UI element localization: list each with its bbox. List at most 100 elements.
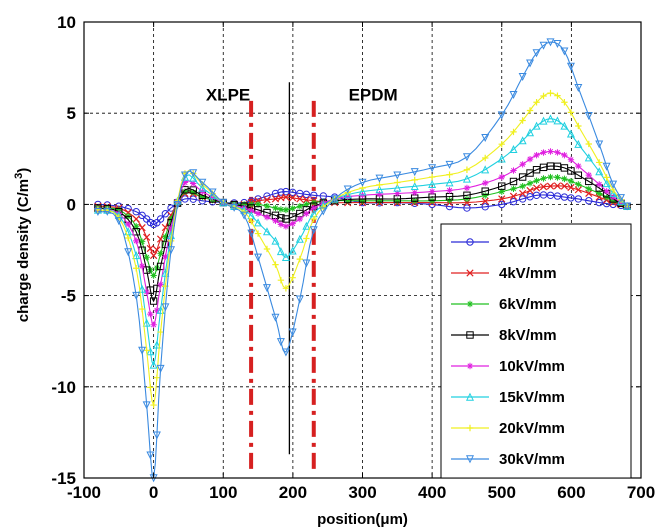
- data-point: [310, 215, 317, 223]
- series-line: [97, 118, 628, 367]
- data-point: [152, 340, 161, 349]
- data-point: [277, 277, 285, 284]
- data-point: [532, 184, 541, 192]
- annotation-epdm: EPDM: [349, 85, 398, 104]
- data-point: [498, 188, 505, 195]
- data-point: [567, 167, 575, 175]
- data-point: [595, 198, 603, 207]
- data-point: [561, 175, 568, 183]
- x-tick-label: 300: [348, 483, 376, 502]
- data-point: [310, 191, 318, 199]
- data-point: [526, 59, 535, 68]
- legend-item: 8kV/mm: [451, 327, 557, 344]
- y-tick-label: -15: [51, 469, 76, 488]
- data-point: [462, 153, 471, 162]
- data-point: [518, 195, 527, 203]
- data-point: [585, 140, 592, 148]
- data-point: [289, 274, 296, 281]
- legend-label: 6kV/mm: [499, 296, 557, 313]
- legend-marker: [466, 269, 474, 277]
- data-point: [198, 183, 207, 192]
- data-point: [585, 171, 592, 179]
- x-tick-label: 400: [418, 483, 446, 502]
- data-point: [157, 281, 164, 288]
- data-point: [153, 307, 161, 314]
- data-point: [93, 207, 102, 217]
- data-point: [482, 179, 489, 187]
- data-point: [115, 206, 123, 214]
- data-point: [240, 201, 248, 208]
- data-point: [539, 163, 548, 172]
- data-point: [150, 401, 157, 409]
- data-point: [281, 252, 290, 261]
- data-point: [584, 112, 593, 121]
- data-point: [540, 175, 547, 182]
- data-point: [567, 183, 575, 192]
- data-point: [115, 210, 123, 217]
- data-point: [510, 167, 517, 174]
- data-point: [150, 272, 157, 279]
- data-point: [162, 253, 169, 260]
- data-point: [602, 179, 611, 188]
- data-point: [282, 193, 290, 201]
- data-point: [132, 251, 141, 260]
- data-point: [303, 210, 310, 217]
- data-point: [585, 197, 593, 205]
- data-point: [498, 173, 505, 181]
- data-point: [533, 151, 540, 159]
- y-tick-label: 0: [67, 195, 76, 214]
- data-point: [566, 129, 575, 138]
- data-point: [584, 153, 593, 162]
- data-point: [359, 197, 366, 204]
- data-point: [546, 182, 555, 190]
- data-point: [247, 229, 256, 238]
- y-axis-label-close: ): [15, 168, 32, 173]
- data-point: [411, 176, 418, 184]
- data-point: [147, 310, 154, 318]
- data-point: [344, 193, 351, 200]
- data-point: [509, 145, 518, 154]
- data-point: [282, 206, 290, 214]
- data-point: [263, 196, 271, 204]
- data-point: [344, 197, 351, 204]
- data-point: [167, 224, 175, 232]
- data-point: [462, 174, 471, 183]
- data-point: [526, 107, 534, 114]
- data-point: [161, 240, 170, 249]
- axis-ticks: -100 0 100 200 300 400 500 600 700 -15 -10 -5 0 5 10: [51, 13, 655, 502]
- data-point: [146, 244, 154, 253]
- data-point: [124, 234, 132, 242]
- data-point: [546, 114, 555, 123]
- x-tick-label: 500: [488, 483, 516, 502]
- data-point: [161, 303, 170, 312]
- annotation-xlpe: XLPE: [206, 85, 250, 104]
- x-axis-label: position(μm): [317, 511, 408, 528]
- data-point: [567, 109, 575, 116]
- data-point: [575, 122, 582, 130]
- data-point: [609, 180, 618, 189]
- data-point: [132, 215, 140, 223]
- legend-label: 20kV/mm: [499, 420, 565, 437]
- data-point: [208, 188, 217, 197]
- legend-label: 8kV/mm: [499, 327, 557, 344]
- data-point: [103, 207, 112, 216]
- data-point: [190, 189, 197, 196]
- data-point: [445, 178, 454, 187]
- data-point: [282, 285, 290, 292]
- data-point: [394, 179, 401, 186]
- data-point: [532, 121, 541, 130]
- data-point: [509, 91, 518, 100]
- data-point: [147, 384, 154, 391]
- data-point: [181, 186, 189, 194]
- data-point: [554, 149, 561, 156]
- data-point: [532, 49, 541, 58]
- data-point: [189, 195, 197, 203]
- data-point: [603, 188, 610, 195]
- data-point: [319, 207, 328, 216]
- legend-marker: [466, 331, 474, 339]
- data-point: [510, 185, 517, 192]
- data-point: [302, 190, 311, 199]
- legend: 2kV/mm 4kV/mm 6kV/mm 8kV/mm 10kV/mm 15kV/mm 20…: [440, 223, 632, 479]
- data-point: [132, 207, 140, 216]
- legend-item: 10kV/mm: [451, 358, 565, 375]
